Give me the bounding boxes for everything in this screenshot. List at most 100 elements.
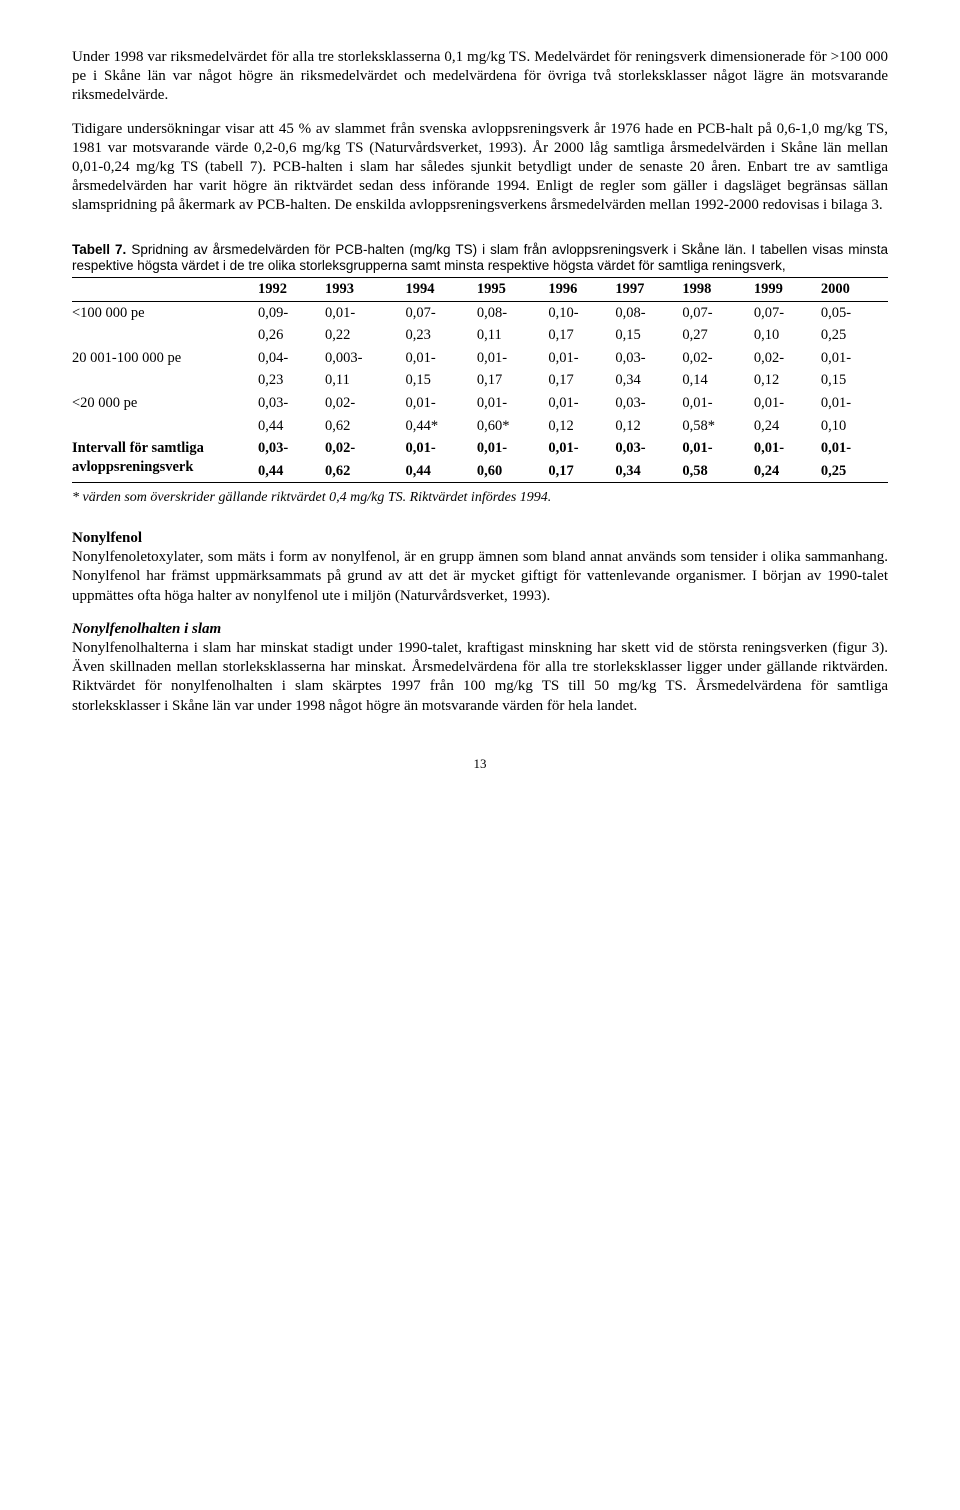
table-row: Intervall för samtliga avloppsreningsver… xyxy=(72,437,888,460)
table-cell: 0,34 xyxy=(615,460,682,483)
table-cell: 0,24 xyxy=(754,460,821,483)
table7-year: 2000 xyxy=(821,278,888,302)
table-cell: 0,60* xyxy=(477,415,548,438)
table-cell: 0,10- xyxy=(548,301,615,324)
table-cell: 0,62 xyxy=(325,460,405,483)
table-cell: 0,23 xyxy=(405,324,476,347)
table-cell: 0,02- xyxy=(325,392,405,415)
nonylfenol-slam-heading: Nonylfenolhalten i slam xyxy=(72,620,888,639)
table7-header-blank xyxy=(72,278,258,302)
table-row-label: <20 000 pe xyxy=(72,392,258,437)
table-cell: 0,15 xyxy=(615,324,682,347)
table-cell: 0,01- xyxy=(548,347,615,370)
table-cell: 0,15 xyxy=(821,369,888,392)
table-cell: 0,03- xyxy=(258,437,325,460)
table7-year: 1998 xyxy=(682,278,753,302)
table7-year: 1992 xyxy=(258,278,325,302)
table-cell: 0,12 xyxy=(754,369,821,392)
table-cell: 0,01- xyxy=(821,392,888,415)
table-cell: 0,09- xyxy=(258,301,325,324)
table7-header-row: 1992 1993 1994 1995 1996 1997 1998 1999 … xyxy=(72,278,888,302)
table-cell: 0,03- xyxy=(615,392,682,415)
nonylfenol-slam-paragraph: Nonylfenolhalterna i slam har minskat st… xyxy=(72,639,888,716)
table-row: 20 001-100 000 pe0,04-0,003-0,01-0,01-0,… xyxy=(72,347,888,370)
table7-footnote: * värden som överskrider gällande riktvä… xyxy=(72,489,888,507)
table-cell: 0,10 xyxy=(821,415,888,438)
table-cell: 0,60 xyxy=(477,460,548,483)
table-cell: 0,07- xyxy=(682,301,753,324)
table-cell: 0,44 xyxy=(258,415,325,438)
table-cell: 0,01- xyxy=(405,347,476,370)
nonylfenol-paragraph: Nonylfenoletoxylater, som mäts i form av… xyxy=(72,548,888,606)
table-cell: 0,01- xyxy=(325,301,405,324)
table-row-label: <100 000 pe xyxy=(72,301,258,347)
table-cell: 0,44* xyxy=(405,415,476,438)
table-cell: 0,05- xyxy=(821,301,888,324)
paragraph-1: Under 1998 var riksmedelvärdet för alla … xyxy=(72,48,888,106)
table-cell: 0,22 xyxy=(325,324,405,347)
table-cell: 0,03- xyxy=(615,437,682,460)
table-cell: 0,12 xyxy=(548,415,615,438)
table-cell: 0,17 xyxy=(477,369,548,392)
table-cell: 0,01- xyxy=(477,392,548,415)
table-cell: 0,11 xyxy=(325,369,405,392)
table-cell: 0,10 xyxy=(754,324,821,347)
table-cell: 0,24 xyxy=(754,415,821,438)
table-cell: 0,26 xyxy=(258,324,325,347)
table-row-label: 20 001-100 000 pe xyxy=(72,347,258,392)
paragraph-2: Tidigare undersökningar visar att 45 % a… xyxy=(72,120,888,216)
table-cell: 0,17 xyxy=(548,324,615,347)
table-cell: 0,02- xyxy=(325,437,405,460)
table-cell: 0,01- xyxy=(682,437,753,460)
table-cell: 0,08- xyxy=(477,301,548,324)
table-cell: 0,01- xyxy=(548,392,615,415)
table-cell: 0,01- xyxy=(821,347,888,370)
table-cell: 0,01- xyxy=(754,392,821,415)
table7-caption-label: Tabell 7. xyxy=(72,242,126,257)
table-cell: 0,08- xyxy=(615,301,682,324)
table-cell: 0,07- xyxy=(754,301,821,324)
table-cell: 0,17 xyxy=(548,369,615,392)
table-cell: 0,01- xyxy=(477,437,548,460)
table-cell: 0,17 xyxy=(548,460,615,483)
table-cell: 0,003- xyxy=(325,347,405,370)
table-cell: 0,44 xyxy=(405,460,476,483)
table-cell: 0,58* xyxy=(682,415,753,438)
table-cell: 0,12 xyxy=(615,415,682,438)
table-row: <100 000 pe0,09-0,01-0,07-0,08-0,10-0,08… xyxy=(72,301,888,324)
table7-year: 1999 xyxy=(754,278,821,302)
table-cell: 0,01- xyxy=(405,437,476,460)
table-row: <20 000 pe0,03-0,02-0,01-0,01-0,01-0,03-… xyxy=(72,392,888,415)
table-cell: 0,03- xyxy=(258,392,325,415)
table-cell: 0,02- xyxy=(682,347,753,370)
table-cell: 0,01- xyxy=(405,392,476,415)
table-cell: 0,44 xyxy=(258,460,325,483)
table7-year: 1996 xyxy=(548,278,615,302)
table7: 1992 1993 1994 1995 1996 1997 1998 1999 … xyxy=(72,277,888,483)
table-cell: 0,27 xyxy=(682,324,753,347)
table-cell: 0,34 xyxy=(615,369,682,392)
table-cell: 0,07- xyxy=(405,301,476,324)
table-cell: 0,62 xyxy=(325,415,405,438)
page-number: 13 xyxy=(72,756,888,773)
table-cell: 0,01- xyxy=(754,437,821,460)
table-cell: 0,58 xyxy=(682,460,753,483)
table7-year: 1997 xyxy=(615,278,682,302)
table7-year: 1994 xyxy=(405,278,476,302)
table-cell: 0,23 xyxy=(258,369,325,392)
table-cell: 0,01- xyxy=(821,437,888,460)
table-row-label: Intervall för samtliga avloppsreningsver… xyxy=(72,437,258,483)
table7-caption: Tabell 7. Spridning av årsmedelvärden fö… xyxy=(72,242,888,276)
table7-caption-text: Spridning av årsmedelvärden för PCB-halt… xyxy=(72,242,888,274)
table-cell: 0,04- xyxy=(258,347,325,370)
table7-year: 1995 xyxy=(477,278,548,302)
table-cell: 0,03- xyxy=(615,347,682,370)
table-cell: 0,11 xyxy=(477,324,548,347)
table-cell: 0,25 xyxy=(821,324,888,347)
table-cell: 0,01- xyxy=(682,392,753,415)
table-cell: 0,02- xyxy=(754,347,821,370)
nonylfenol-heading: Nonylfenol xyxy=(72,529,888,548)
table7-year: 1993 xyxy=(325,278,405,302)
table-cell: 0,14 xyxy=(682,369,753,392)
table-cell: 0,01- xyxy=(477,347,548,370)
